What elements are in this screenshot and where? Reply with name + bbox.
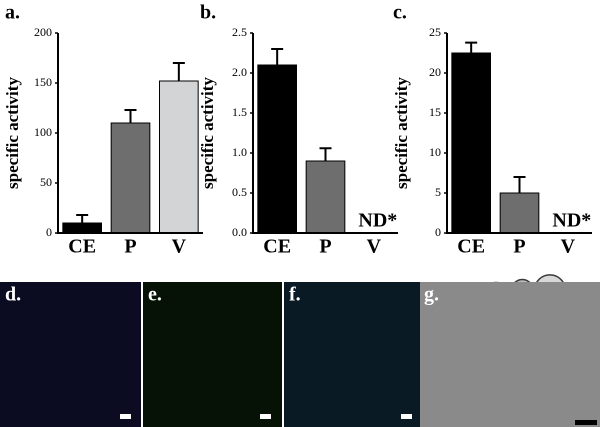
image-panels xyxy=(0,282,600,427)
y-tick-label: 2.0 xyxy=(232,65,247,79)
bar xyxy=(499,192,540,234)
axis-line xyxy=(57,33,203,234)
error-bar xyxy=(271,48,284,65)
y-tick-label: 2.5 xyxy=(232,25,247,39)
error-bar xyxy=(124,109,137,123)
x-tick-label: P xyxy=(319,236,331,258)
panel-title: c. xyxy=(393,2,407,24)
panel-label: f. xyxy=(289,284,301,306)
bar xyxy=(257,64,298,234)
error-bar xyxy=(172,62,185,81)
value-label: ND* xyxy=(358,210,397,232)
y-tick-label: 50 xyxy=(40,175,52,189)
y-axis-label: specific activity xyxy=(3,77,22,189)
panel-title: b. xyxy=(200,2,216,24)
y-tick-label: 5 xyxy=(435,185,441,199)
y-tick-label: 100 xyxy=(34,125,52,139)
error-bar xyxy=(513,176,526,193)
y-tick-label: 200 xyxy=(34,25,52,39)
panel-title: a. xyxy=(5,2,20,24)
bar xyxy=(305,160,346,234)
y-tick-label: 150 xyxy=(34,75,52,89)
axis-line xyxy=(446,33,592,234)
error-bar xyxy=(76,214,89,223)
scale-bar xyxy=(120,414,131,419)
panel-label: e. xyxy=(148,284,162,306)
y-tick-label: 0 xyxy=(435,225,441,239)
bar xyxy=(62,222,102,234)
scale-bar xyxy=(260,414,271,419)
y-tick-label: 1.5 xyxy=(232,105,247,119)
x-tick-label: CE xyxy=(457,236,485,258)
x-tick-label: V xyxy=(172,236,187,258)
x-tick-label: P xyxy=(124,236,136,258)
scale-bar xyxy=(401,414,412,419)
bar xyxy=(159,80,199,234)
error-bar xyxy=(465,41,478,53)
bar xyxy=(110,122,151,234)
x-tick-label: V xyxy=(561,236,576,258)
scale-bar xyxy=(575,420,597,425)
y-tick-label: 25 xyxy=(429,25,441,39)
x-tick-label: P xyxy=(513,236,525,258)
panel-label: g. xyxy=(424,284,439,306)
y-tick-label: 15 xyxy=(429,105,441,119)
y-tick-label: 20 xyxy=(429,65,441,79)
y-tick-label: 0.5 xyxy=(232,185,247,199)
image-f xyxy=(284,282,420,427)
image-e xyxy=(143,282,282,427)
y-tick-label: 1.0 xyxy=(232,145,247,159)
value-label: ND* xyxy=(552,210,591,232)
image-d xyxy=(0,282,141,427)
y-axis-label: specific activity xyxy=(198,77,217,189)
x-tick-label: CE xyxy=(263,236,291,258)
error-bar xyxy=(319,147,332,161)
x-tick-label: V xyxy=(367,236,382,258)
axis-line xyxy=(252,33,398,234)
y-tick-label: 0.0 xyxy=(232,225,247,239)
y-tick-label: 0 xyxy=(46,225,52,239)
panel-label: d. xyxy=(5,284,21,306)
x-tick-label: CE xyxy=(68,236,96,258)
y-axis-label: specific activity xyxy=(392,77,411,189)
bar xyxy=(451,52,492,234)
image-g xyxy=(420,282,600,427)
y-tick-label: 10 xyxy=(429,145,441,159)
